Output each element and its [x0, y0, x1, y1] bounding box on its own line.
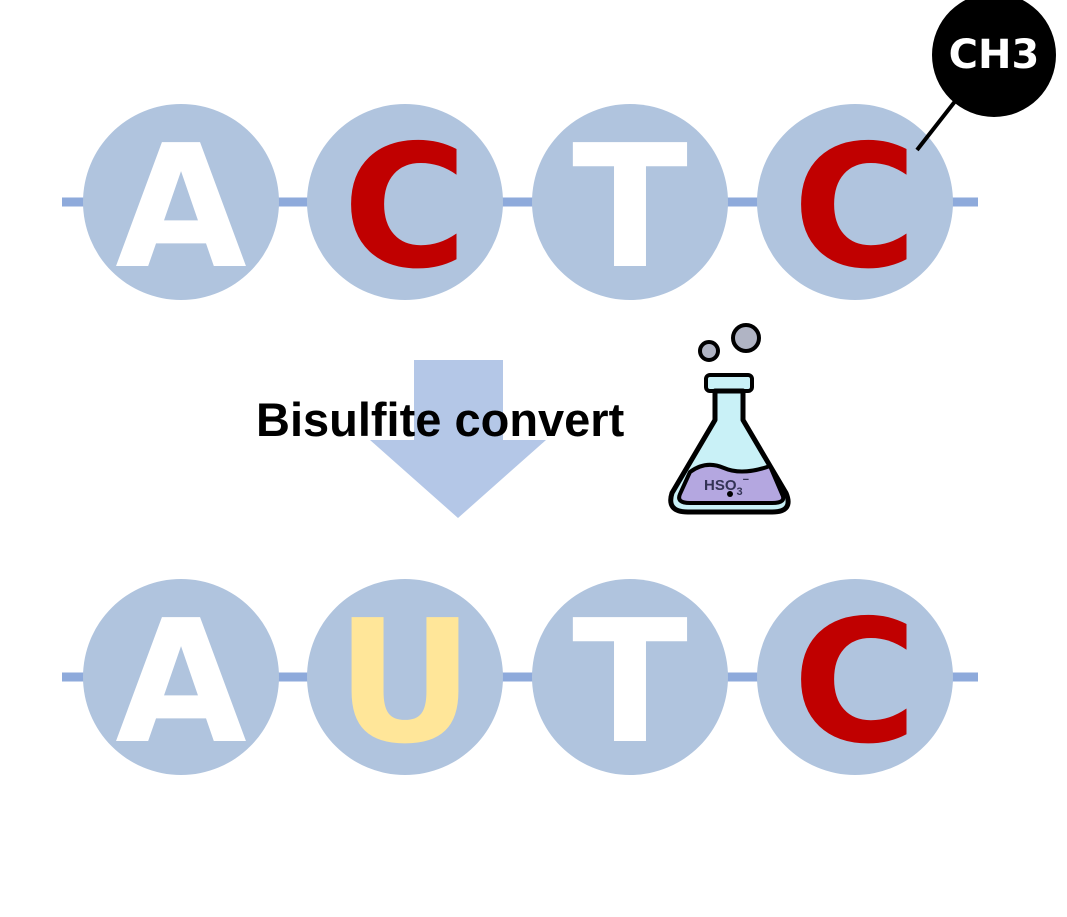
nucleotide-2: U: [307, 579, 503, 782]
methyl-bond: [915, 93, 962, 152]
nucleotide-4: C: [757, 104, 953, 307]
flask-solution: [677, 462, 786, 505]
nucleotide-1: A: [83, 579, 279, 782]
nucleotide-2: C: [307, 104, 503, 307]
nucleotide-base: U: [336, 584, 474, 782]
methyl-group: CH3: [915, 0, 1056, 152]
nucleotide-3: T: [532, 579, 728, 782]
flask-dot: [727, 491, 733, 497]
conversion-arrow: [370, 360, 546, 518]
nucleotide-base: A: [115, 584, 247, 782]
nucleotide-4: C: [757, 579, 953, 782]
process-label: Bisulfite convert: [256, 393, 625, 446]
nucleotide-base: A: [115, 109, 247, 307]
flask-icon: HSO3−: [668, 323, 791, 515]
reagent-formula: HSO3−: [704, 474, 749, 498]
nucleotide-base: C: [793, 109, 918, 307]
bubble-small: [698, 340, 720, 362]
nucleotide-base: T: [572, 109, 688, 307]
original-strand: A C T C: [83, 104, 953, 307]
nucleotide-1: A: [83, 104, 279, 307]
nucleotide-3: T: [532, 104, 728, 307]
nucleotide-base: T: [572, 584, 688, 782]
methyl-circle: [932, 0, 1056, 117]
nucleotide-base: C: [793, 584, 918, 782]
methyl-label: CH3: [949, 32, 1040, 78]
nucleotide-base: C: [343, 109, 468, 307]
converted-strand: A U T C: [83, 579, 953, 782]
bubble-large: [731, 323, 761, 353]
